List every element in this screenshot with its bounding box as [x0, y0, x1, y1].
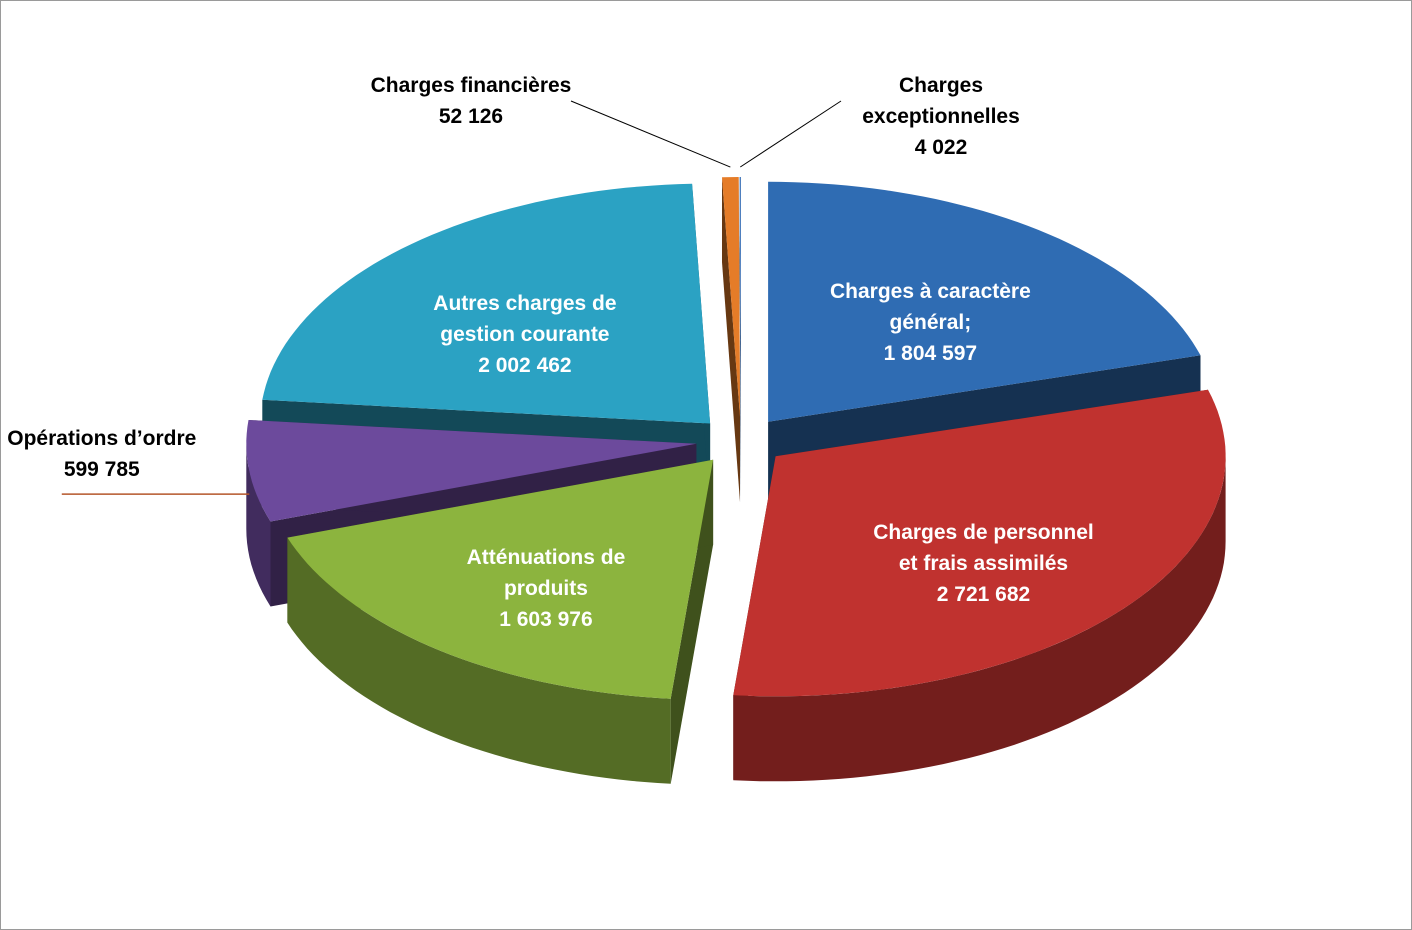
label-value: 4 022 [914, 136, 968, 159]
slice [722, 177, 740, 502]
label-value: 52 126 [438, 105, 504, 128]
slice-wall [733, 456, 1226, 782]
label-value: 1 804 597 [883, 341, 978, 365]
slice-top [768, 181, 1201, 422]
slice-wall [287, 537, 671, 784]
slice [739, 177, 741, 502]
slice-top [739, 177, 741, 417]
data-label: Autres charges de gestion courante 2 002 … [405, 288, 645, 381]
slice-side [722, 177, 740, 502]
data-label: Atténuations de produits 1 603 976 [426, 542, 666, 635]
label-category: Charges à caractère général; [829, 279, 1031, 334]
data-label: Charges financières 52 126 [351, 70, 591, 132]
label-category: Opérations d’ordre [7, 427, 197, 451]
leader-line [740, 100, 842, 168]
label-value: 2 721 682 [936, 583, 1031, 607]
slice-top [722, 177, 740, 417]
slice-side [739, 177, 741, 502]
label-value: 599 785 [63, 458, 140, 482]
label-category: Charges de personnel et frais assimilés [873, 521, 1094, 576]
label-category: Charges exceptionnelles [862, 74, 1020, 128]
label-category: Autres charges de gestion courante [433, 291, 617, 346]
slice-top [246, 420, 697, 522]
label-value: 2 002 462 [478, 353, 572, 377]
data-label: Charges à caractère général; 1 804 597 [810, 276, 1050, 369]
data-label: Opérations d’ordre 599 785 [1, 423, 222, 485]
label-category: Atténuations de produits [466, 545, 626, 600]
slice [287, 459, 714, 784]
data-label: Charges exceptionnelles 4 022 [821, 70, 1061, 163]
slice-top [262, 183, 711, 424]
label-category: Charges financières [370, 74, 572, 97]
slice-wall [246, 443, 271, 607]
slice-top [733, 389, 1226, 697]
slice [733, 389, 1226, 782]
label-value: 1 603 976 [499, 607, 593, 631]
data-label: Charges de personnel et frais assimilés 2… [863, 517, 1103, 610]
leader-line [570, 100, 731, 168]
slice-top [287, 459, 714, 699]
